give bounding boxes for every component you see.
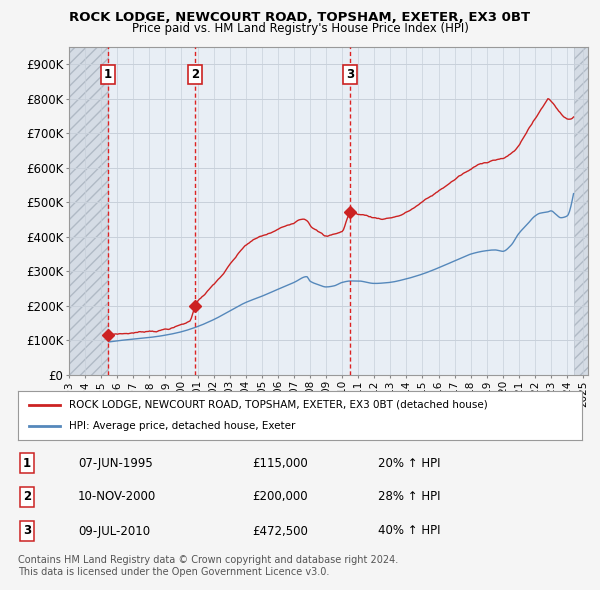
Text: 07-JUN-1995: 07-JUN-1995 (78, 457, 153, 470)
Text: £115,000: £115,000 (252, 457, 308, 470)
Text: £200,000: £200,000 (252, 490, 308, 503)
Text: 09-JUL-2010: 09-JUL-2010 (78, 525, 150, 537)
Text: 20% ↑ HPI: 20% ↑ HPI (378, 457, 440, 470)
Text: Contains HM Land Registry data © Crown copyright and database right 2024.: Contains HM Land Registry data © Crown c… (18, 555, 398, 565)
Text: 40% ↑ HPI: 40% ↑ HPI (378, 525, 440, 537)
Text: 1: 1 (104, 68, 112, 81)
Bar (574, 47, 588, 375)
Bar (69, 47, 108, 375)
Text: ROCK LODGE, NEWCOURT ROAD, TOPSHAM, EXETER, EX3 0BT (detached house): ROCK LODGE, NEWCOURT ROAD, TOPSHAM, EXET… (69, 399, 488, 409)
Text: ROCK LODGE, NEWCOURT ROAD, TOPSHAM, EXETER, EX3 0BT: ROCK LODGE, NEWCOURT ROAD, TOPSHAM, EXET… (70, 11, 530, 24)
Text: 3: 3 (23, 525, 31, 537)
Text: Price paid vs. HM Land Registry's House Price Index (HPI): Price paid vs. HM Land Registry's House … (131, 22, 469, 35)
Text: 1: 1 (23, 457, 31, 470)
Text: 28% ↑ HPI: 28% ↑ HPI (378, 490, 440, 503)
Text: This data is licensed under the Open Government Licence v3.0.: This data is licensed under the Open Gov… (18, 567, 329, 577)
Text: 3: 3 (346, 68, 354, 81)
Text: 2: 2 (191, 68, 199, 81)
Text: 2: 2 (23, 490, 31, 503)
Text: 10-NOV-2000: 10-NOV-2000 (78, 490, 156, 503)
Text: £472,500: £472,500 (252, 525, 308, 537)
Text: HPI: Average price, detached house, Exeter: HPI: Average price, detached house, Exet… (69, 421, 295, 431)
